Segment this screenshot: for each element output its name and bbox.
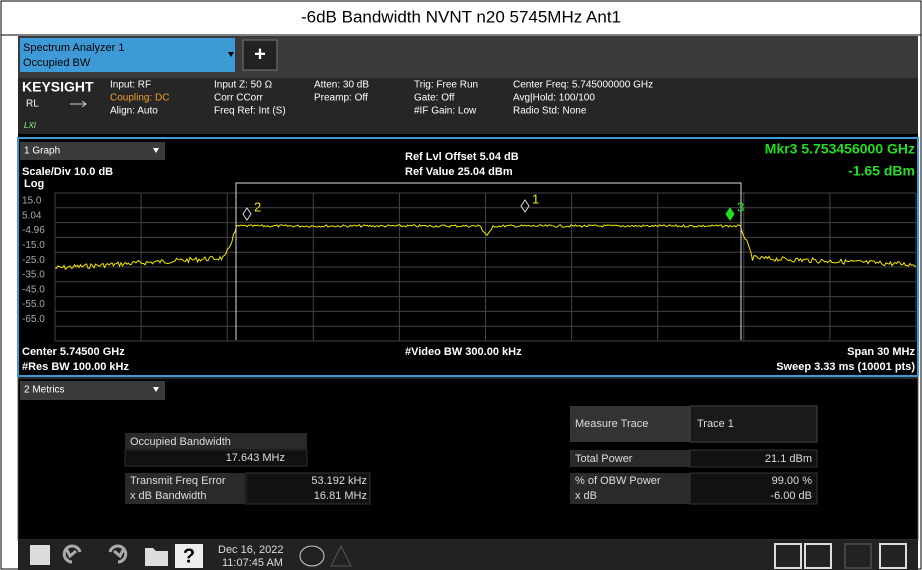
undo-button[interactable]: [62, 544, 82, 564]
info-text: Center Freq: 5.745000000 GHz: [513, 80, 653, 91]
date: Dec 16, 2022: [218, 544, 283, 556]
chat-button[interactable]: [299, 545, 325, 567]
info-text: Input: RF: [110, 80, 151, 91]
marker: [242, 207, 252, 221]
log: Log: [24, 178, 44, 190]
y-tick-label: -15.0: [22, 240, 45, 251]
y-tick-label: 5.04: [22, 210, 42, 221]
info-text: Input Z: 50 Ω: [214, 80, 273, 91]
add-icon: +: [254, 43, 266, 65]
metric-value: 53.192 kHz: [311, 475, 367, 487]
video-bw: #Video BW 300.00 kHz: [405, 346, 522, 358]
metric-label: Measure Trace: [575, 418, 648, 430]
center-freq: Center 5.74500 GHz: [22, 346, 125, 358]
window-name[interactable]: 2 Metrics: [24, 385, 65, 396]
cell: [245, 472, 371, 505]
res-bw: #Res BW 100.00 kHz: [22, 361, 129, 373]
marker: [725, 207, 735, 221]
y-tick-label: -4.96: [22, 225, 45, 236]
info-text: Freq Ref: Int (S): [214, 106, 286, 117]
info-text: Corr CCorr: [214, 93, 264, 104]
tool-button[interactable]: [844, 543, 872, 569]
graph-dropdown[interactable]: [20, 142, 165, 160]
metric-value: 99.00 %: [772, 475, 813, 487]
page-title: -6dB Bandwidth NVNT n20 5745MHz Ant1: [301, 7, 621, 26]
window-name[interactable]: 1 Graph: [24, 146, 60, 157]
help-button[interactable]: [175, 544, 203, 568]
redo-button[interactable]: [108, 544, 128, 564]
y-tick-label: 15.0: [22, 196, 42, 207]
span: Span 30 MHz: [847, 346, 915, 358]
windows-button[interactable]: [30, 545, 50, 565]
cell: [689, 449, 818, 468]
metric-value[interactable]: Trace 1: [697, 418, 734, 430]
cell: [125, 473, 245, 504]
marker-readout: Mkr3 5.753456000 GHz: [765, 141, 915, 157]
marker-label: 1: [532, 191, 539, 206]
sweep: Sweep 3.33 ms (10001 pts): [776, 361, 915, 373]
tab[interactable]: [20, 38, 235, 72]
cell: [570, 406, 690, 442]
tab-caret: [228, 52, 234, 57]
dropdown-caret: [153, 148, 159, 153]
tool-button[interactable]: [804, 543, 832, 569]
ref-offset: Ref Lvl Offset 5.04 dB: [405, 151, 519, 163]
y-tick-label: -55.0: [22, 299, 45, 310]
help-icon: ?: [183, 545, 195, 567]
dropdown-caret: [153, 387, 159, 392]
metric-label: Occupied Bandwidth: [130, 436, 231, 448]
metric-value: -6.00 dB: [770, 490, 812, 502]
marker-label: 3: [737, 199, 744, 214]
cell: [124, 449, 308, 467]
info-text: Atten: 30 dB: [314, 80, 369, 91]
marker-label: 2: [254, 199, 261, 214]
info-text: Align: Auto: [110, 106, 158, 117]
add-tab-button[interactable]: [242, 39, 278, 71]
info-text: Avg|Hold: 100/100: [513, 93, 595, 104]
info-text: Preamp: Off: [314, 93, 368, 104]
metric-label: Total Power: [575, 453, 633, 465]
metric-label: x dB: [575, 490, 597, 502]
y-tick-label: -65.0: [22, 314, 45, 325]
marker-value: -1.65 dBm: [848, 163, 915, 179]
metric-value: 17.643 MHz: [226, 452, 285, 464]
tool-button[interactable]: [879, 543, 907, 569]
lxi: LXI: [24, 121, 37, 130]
tab-mode: Occupied BW: [23, 57, 91, 69]
tab-name: Spectrum Analyzer 1: [23, 42, 125, 54]
info-text: Trig: Free Run: [414, 80, 478, 91]
y-tick-label: -45.0: [22, 284, 45, 295]
info-text: Gate: Off: [414, 93, 455, 104]
cell: [689, 472, 818, 505]
scale: Scale/Div 10.0 dB: [22, 166, 113, 178]
metric-value: 21.1 dBm: [765, 453, 812, 465]
cell: [689, 405, 818, 443]
marker: [520, 199, 530, 213]
cell: [125, 433, 307, 449]
metric-label: Transmit Freq Error: [130, 475, 226, 487]
y-tick-label: -35.0: [22, 270, 45, 281]
metric-label: % of OBW Power: [575, 475, 661, 487]
info-bar: [18, 78, 918, 134]
folder-button[interactable]: [145, 548, 168, 566]
brand: KEYSIGHT: [22, 79, 94, 95]
cell: [570, 450, 690, 467]
rl: RL: [26, 99, 39, 110]
input-arrow: [70, 100, 87, 108]
info-text: #IF Gain: Low: [414, 106, 477, 117]
time: 11:07:45 AM: [222, 557, 283, 569]
info-text: Coupling: DC: [110, 93, 169, 104]
bandwidth-bracket: [235, 182, 742, 340]
info-text: Radio Std: None: [513, 106, 587, 117]
metrics-dropdown[interactable]: [20, 381, 165, 400]
warning-icon: [330, 544, 352, 567]
trace: [54, 224, 917, 271]
metric-value: 16.81 MHz: [314, 490, 367, 502]
tool-button[interactable]: [774, 543, 802, 569]
ref-value: Ref Value 25.04 dBm: [405, 166, 513, 178]
y-tick-label: -25.0: [22, 255, 45, 266]
metric-label: x dB Bandwidth: [130, 490, 206, 502]
cell: [570, 473, 690, 504]
